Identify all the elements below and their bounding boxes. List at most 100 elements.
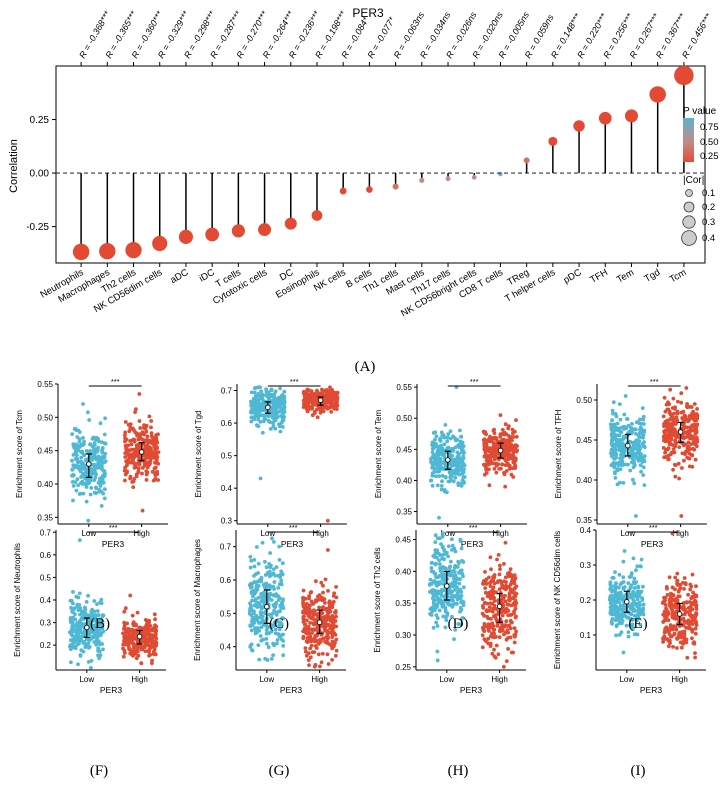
data-point [70,642,75,646]
data-point [330,658,334,662]
data-point [81,649,86,654]
ytick-label: 0.50 [37,413,53,422]
data-point [69,638,73,643]
data-point [514,434,519,439]
data-point [612,442,617,447]
data-point [123,622,127,626]
point-dc [284,217,297,230]
data-point [145,438,150,442]
data-point [276,400,281,405]
data-point [280,561,285,566]
data-point [249,591,254,595]
data-point [622,412,627,417]
ytick-label: 0.30 [395,631,411,640]
data-point [512,626,517,630]
data-point [683,449,688,454]
data-point [152,436,157,441]
data-point [94,486,99,491]
data-point [641,584,645,589]
data-point [441,602,446,607]
ytick-label: 0.3 [580,561,592,570]
data-point [99,504,104,508]
cor-tick-03: 0.3 [702,217,715,228]
data-point [693,651,697,655]
data-point [630,422,634,426]
data-point [255,423,259,428]
data-point [253,402,258,406]
data-point [101,491,106,496]
panel-e-scatter: 0.35 0.40 0.45 0.50 Enrichment score of TFH L… [554,377,707,549]
data-point [448,564,452,569]
data-point [69,627,74,632]
data-point [639,469,643,474]
data-point [682,587,686,591]
data-point [312,617,316,622]
data-point [489,567,493,572]
data-point [256,584,261,588]
data-point [675,418,679,423]
data-point [142,426,146,430]
data-point [435,649,440,654]
data-point [434,474,438,479]
data-point [273,389,278,394]
data-point [684,417,689,422]
data-point [143,642,148,647]
data-point [150,661,154,666]
data-point [252,386,257,390]
data-point [610,418,614,423]
data-point [662,395,667,400]
data-point [306,658,311,662]
data-point [618,582,623,587]
median-point [138,449,145,455]
data-point [269,388,274,393]
data-point [666,611,671,616]
data-point [322,397,327,401]
data-point [102,441,107,445]
ytick-label: 0.3 [221,517,233,526]
ytick-label: 0.7 [220,543,232,552]
data-point [94,631,99,636]
data-point [493,443,498,448]
data-point [149,425,153,430]
data-point [71,484,76,488]
data-point [301,588,306,593]
x-axis-label: PER3 [102,539,124,549]
data-point [505,451,510,456]
data-point [137,392,142,396]
data-point [75,642,80,647]
data-point [90,612,94,617]
data-point [503,463,508,467]
data-point [458,606,463,610]
data-point [130,627,135,632]
point-nk-cd56bright-cells [471,175,477,180]
data-point [70,467,75,472]
data-point [690,464,695,469]
data-point [665,586,669,591]
data-point [673,405,677,410]
data-point [694,611,699,616]
data-point [676,634,681,638]
data-point [431,625,436,630]
panel-i-scatter: 0.1 0.2 0.3 0.4 Enrichment score of NK CD56d… [553,523,706,695]
xtick-label-low: Low [619,675,634,684]
data-point [269,657,274,661]
data-point [458,439,463,444]
data-point [621,650,626,655]
data-point [429,478,434,483]
data-point [123,455,128,459]
point-neutrophils [72,243,90,261]
panel-label-i: (I) [631,763,646,779]
data-point [483,570,487,574]
data-point [301,616,306,621]
x-axis-label: PER3 [641,539,663,549]
data-point [665,637,670,642]
data-point [130,613,135,618]
data-point [316,594,320,599]
significance-label: *** [649,523,658,532]
data-point [277,596,282,601]
data-point [690,636,694,641]
data-point [329,410,334,414]
data-point [690,428,694,433]
data-point [144,429,149,434]
data-point [445,435,450,440]
